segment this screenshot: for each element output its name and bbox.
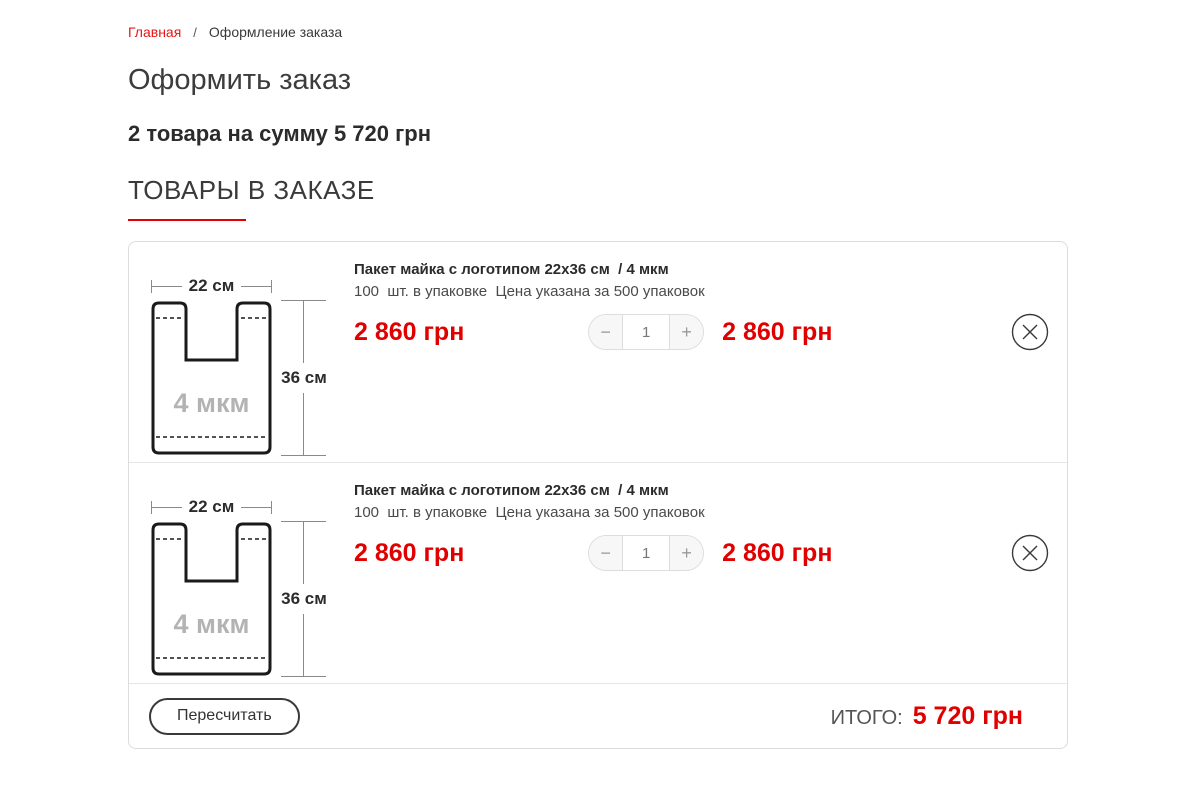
quantity-increase-button[interactable]: + [670, 536, 704, 570]
bag-diagram: 22 см 4 мкм 36 см [151, 257, 328, 457]
breadcrumb: Главная / Оформление заказа [128, 24, 1068, 40]
item-info: Пакет майка с логотипом 22х36 см / 4 мкм… [354, 478, 1049, 663]
order-items-card: 22 см 4 мкм 36 см [128, 241, 1068, 749]
section-heading: ТОВАРЫ В ЗАКАЗЕ [128, 175, 375, 205]
unit-price: 2 860 грн [354, 538, 465, 567]
page-title: Оформить заказ [128, 64, 352, 96]
bag-shape-icon: 4 мкм [151, 300, 272, 456]
breadcrumb-separator: / [193, 24, 197, 40]
breadcrumb-current: Оформление заказа [208, 24, 343, 40]
breadcrumb-home-link[interactable]: Главная [128, 24, 182, 40]
quantity-stepper: − + [588, 535, 705, 571]
quantity-input[interactable] [622, 536, 671, 570]
bag-shape-icon: 4 мкм [151, 521, 272, 677]
bag-diagram: 22 см 4 мкм 36 см [151, 478, 328, 678]
close-icon [1011, 534, 1049, 575]
quantity-decrease-button[interactable]: − [589, 315, 623, 349]
quantity-input[interactable] [622, 315, 671, 349]
quantity-decrease-button[interactable]: − [589, 536, 623, 570]
unit-price: 2 860 грн [354, 317, 465, 346]
remove-item-button[interactable] [1011, 313, 1049, 351]
item-price-row: 2 860 грн − + 2 860 грн [354, 534, 1049, 572]
height-dimension: 36 см [280, 300, 328, 456]
width-dimension: 22 см [151, 276, 273, 296]
quantity-stepper: − + [588, 314, 705, 350]
line-total: 2 860 грн [722, 538, 833, 567]
total-value: 5 720 грн [912, 701, 1023, 730]
height-dimension: 36 см [280, 521, 328, 677]
close-icon [1011, 313, 1049, 354]
total-label: ИТОГО: [830, 706, 903, 729]
cart-item-row: 22 см 4 мкм 36 см [129, 463, 1067, 684]
quantity-increase-button[interactable]: + [670, 315, 704, 349]
section-heading-underline [128, 219, 246, 221]
item-price-row: 2 860 грн − + 2 860 грн [354, 313, 1049, 351]
height-dimension-label: 36 см [280, 584, 328, 614]
checkout-page: Главная / Оформление заказа Оформить зак… [128, 24, 1068, 749]
bag-thickness-label: 4 мкм [173, 388, 250, 418]
item-title: Пакет майка с логотипом 22х36 см / 4 мкм [354, 482, 669, 499]
bag-thickness-label: 4 мкм [173, 609, 250, 639]
width-dimension: 22 см [151, 497, 273, 517]
height-dimension-label: 36 см [280, 363, 328, 393]
recalculate-button[interactable]: Пересчитать [149, 697, 300, 735]
item-title: Пакет майка с логотипом 22х36 см / 4 мкм [354, 261, 669, 278]
remove-item-button[interactable] [1011, 534, 1049, 572]
item-info: Пакет майка с логотипом 22х36 см / 4 мкм… [354, 257, 1049, 442]
order-summary: 2 товара на сумму 5 720 грн [128, 121, 432, 146]
width-dimension-label: 22 см [188, 276, 235, 295]
item-pack-info: 100 шт. в упаковке Цена указана за 500 у… [354, 283, 705, 300]
line-total: 2 860 грн [722, 317, 833, 346]
width-dimension-label: 22 см [188, 497, 235, 516]
item-pack-info: 100 шт. в упаковке Цена указана за 500 у… [354, 504, 705, 521]
cart-item-row: 22 см 4 мкм 36 см [129, 242, 1067, 463]
card-footer: Пересчитать ИТОГО: 5 720 грн [129, 684, 1067, 748]
order-total: ИТОГО: 5 720 грн [831, 702, 1047, 731]
